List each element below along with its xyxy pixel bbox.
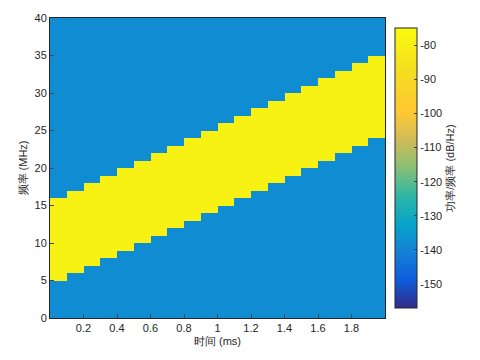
svg-text:-130: -130	[420, 210, 442, 222]
svg-text:-110: -110	[420, 141, 441, 153]
svg-text:-100: -100	[420, 107, 442, 119]
svg-text:0.8: 0.8	[176, 322, 191, 334]
svg-text:1.2: 1.2	[243, 322, 258, 334]
svg-text:0.4: 0.4	[109, 322, 124, 334]
svg-text:1: 1	[214, 322, 220, 334]
svg-text:25: 25	[35, 124, 47, 136]
svg-text:15: 15	[35, 199, 47, 211]
svg-text:0.6: 0.6	[143, 322, 158, 334]
svg-text:30: 30	[35, 87, 47, 99]
svg-text:-90: -90	[420, 73, 436, 85]
svg-text:10: 10	[35, 237, 47, 249]
svg-text:35: 35	[35, 49, 47, 61]
svg-text:1.6: 1.6	[310, 322, 325, 334]
svg-text:0.2: 0.2	[76, 322, 91, 334]
svg-text:-80: -80	[420, 39, 436, 51]
svg-text:40: 40	[35, 12, 47, 24]
svg-text:时间 (ms): 时间 (ms)	[194, 335, 241, 347]
svg-text:20: 20	[35, 162, 47, 174]
svg-text:0: 0	[41, 312, 47, 324]
svg-text:-150: -150	[420, 278, 442, 290]
svg-text:1.4: 1.4	[277, 322, 292, 334]
svg-text:-120: -120	[420, 176, 442, 188]
svg-text:频率 (MHz): 频率 (MHz)	[17, 141, 29, 196]
svg-text:-140: -140	[420, 244, 442, 256]
svg-text:功率/频率 (dB/Hz): 功率/频率 (dB/Hz)	[444, 124, 456, 211]
svg-text:5: 5	[41, 274, 47, 286]
svg-text:1.8: 1.8	[344, 322, 359, 334]
